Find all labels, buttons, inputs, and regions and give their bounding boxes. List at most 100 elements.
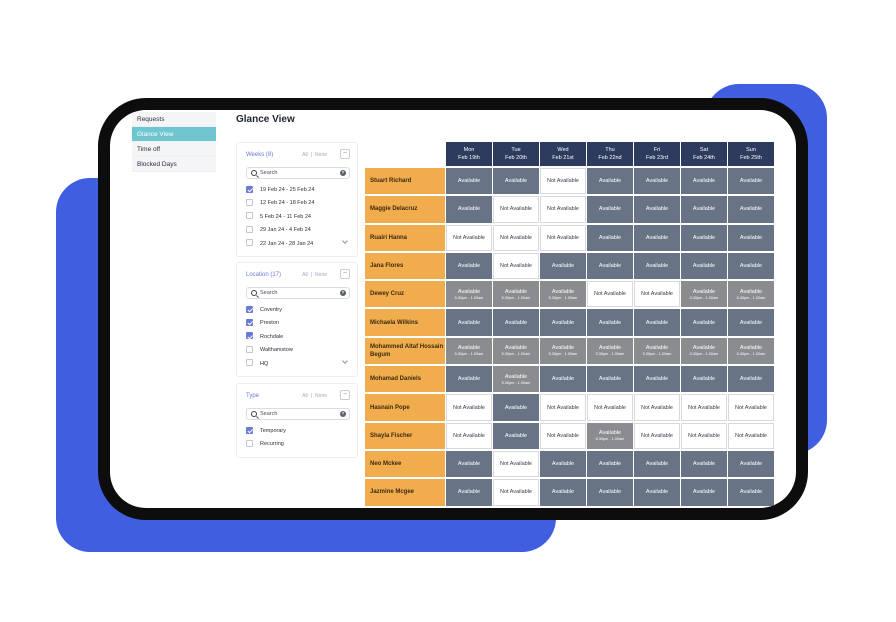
filter-option[interactable]: HQ [246,357,357,370]
availability-cell-available[interactable]: Available [728,450,774,478]
availability-cell-not-available[interactable]: Not Available [728,394,774,421]
availability-cell-available[interactable]: Available [587,309,633,336]
availability-cell-available[interactable]: Available [634,252,680,280]
availability-cell-available[interactable]: Available [681,450,727,478]
availability-cell-available[interactable]: Available [681,168,727,195]
availability-cell-not-available[interactable]: Not Available [540,196,586,223]
checkbox[interactable] [246,345,253,353]
sidebar-item-glance-view[interactable]: Glance View [132,127,216,142]
availability-cell-available[interactable]: Available [728,196,774,223]
availability-cell-not-available[interactable]: Not Available [446,422,492,449]
select-all-link[interactable]: All [302,272,308,278]
availability-cell-available[interactable]: Available [446,366,492,393]
availability-cell-available[interactable]: Available [446,479,492,506]
availability-cell-with-shift[interactable]: Available 5.30pm - 1.00am [634,337,680,365]
filter-option[interactable]: 29 Jan 24 - 4 Feb 24 [246,223,357,236]
employee-name[interactable]: Maggie Delacruz [365,196,445,223]
availability-cell-not-available[interactable]: Not Available [728,422,774,449]
availability-cell-available[interactable]: Available [587,196,633,223]
availability-cell-available[interactable]: Available [493,422,539,449]
availability-cell-available[interactable]: Available [634,224,680,251]
filter-option[interactable]: Rochdale [246,330,357,343]
select-none-link[interactable]: None [315,272,327,278]
filter-option[interactable]: 12 Feb 24 - 18 Feb 24 [246,196,357,209]
select-none-link[interactable]: None [315,152,327,158]
availability-cell-with-shift[interactable]: Available 5.30pm - 1.00am [728,337,774,365]
availability-cell-available[interactable]: Available [446,168,492,195]
availability-cell-available[interactable]: Available [681,224,727,251]
availability-cell-available[interactable]: Available [681,479,727,506]
availability-cell-available[interactable]: Available [587,366,633,393]
employee-name[interactable]: Neo Mckee [365,450,445,478]
checkbox[interactable] [246,439,253,447]
availability-cell-not-available[interactable]: Not Available [493,224,539,251]
filter-option[interactable]: Temporary [246,424,357,437]
availability-cell-available[interactable]: Available [587,479,633,506]
availability-cell-not-available[interactable]: Not Available [587,394,633,421]
clear-search-icon[interactable]: × [340,411,346,417]
availability-cell-not-available[interactable]: Not Available [446,394,492,421]
checkbox[interactable] [246,426,253,434]
checkbox[interactable] [246,212,253,220]
availability-cell-available[interactable]: Available [728,309,774,336]
filter-search-input[interactable] [260,409,340,419]
checkbox[interactable] [246,305,253,313]
filter-search-input[interactable] [260,288,340,298]
availability-cell-available[interactable]: Available [728,366,774,393]
availability-cell-available[interactable]: Available [540,309,586,336]
select-all-link[interactable]: All [302,393,308,399]
employee-name[interactable]: Dewey Cruz [365,281,445,308]
employee-name[interactable]: Shayla Fischer [365,422,445,449]
chevron-down-icon[interactable] [342,237,348,244]
availability-cell-not-available[interactable]: Not Available [587,281,633,308]
employee-name[interactable]: Hasnain Pope [365,394,445,421]
availability-cell-not-available[interactable]: Not Available [634,394,680,421]
filter-option[interactable]: Walthamstow [246,343,357,356]
availability-cell-with-shift[interactable]: Available 5.30pm - 1.00am [728,281,774,308]
availability-cell-available[interactable]: Available [493,394,539,421]
availability-cell-available[interactable]: Available [540,252,586,280]
availability-cell-available[interactable]: Available [587,224,633,251]
filter-option[interactable]: Preston [246,316,357,329]
availability-cell-available[interactable]: Available [681,196,727,223]
availability-cell-available[interactable]: Available [540,450,586,478]
availability-cell-available[interactable]: Available [681,309,727,336]
availability-cell-not-available[interactable]: Not Available [634,422,680,449]
availability-cell-available[interactable]: Available [634,450,680,478]
collapse-button[interactable]: − [340,269,350,279]
availability-cell-not-available[interactable]: Not Available [493,196,539,223]
availability-cell-available[interactable]: Available [728,479,774,506]
filter-search-box[interactable]: × [246,167,350,179]
availability-cell-not-available[interactable]: Not Available [493,252,539,280]
chevron-down-icon[interactable] [342,357,348,364]
checkbox[interactable] [246,185,253,193]
checkbox[interactable] [246,239,253,247]
availability-cell-not-available[interactable]: Not Available [493,450,539,478]
availability-cell-available[interactable]: Available [587,252,633,280]
select-all-link[interactable]: All [302,152,308,158]
employee-name[interactable]: Mohammed Altaf Hossain Begum [365,337,445,365]
availability-cell-available[interactable]: Available [587,450,633,478]
availability-cell-available[interactable]: Available [681,252,727,280]
availability-cell-with-shift[interactable]: Available 5.30pm - 1.00am [587,422,633,449]
availability-cell-with-shift[interactable]: Available 5.30pm - 1.00am [540,337,586,365]
employee-name[interactable]: Ruairi Hanna [365,224,445,251]
availability-cell-with-shift[interactable]: Available 5.30pm - 1.00am [681,337,727,365]
availability-cell-with-shift[interactable]: Available 5.30pm - 1.00am [446,337,492,365]
availability-cell-available[interactable]: Available [540,366,586,393]
availability-cell-available[interactable]: Available [493,168,539,195]
checkbox[interactable] [246,332,253,340]
availability-cell-with-shift[interactable]: Available 5.30pm - 1.00am [493,281,539,308]
availability-cell-available[interactable]: Available [493,309,539,336]
availability-cell-available[interactable]: Available [446,252,492,280]
availability-cell-not-available[interactable]: Not Available [540,224,586,251]
availability-cell-available[interactable]: Available [728,252,774,280]
availability-cell-available[interactable]: Available [728,224,774,251]
availability-cell-available[interactable]: Available [587,168,633,195]
availability-cell-available[interactable]: Available [446,450,492,478]
availability-cell-available[interactable]: Available [634,479,680,506]
availability-cell-available[interactable]: Available [446,309,492,336]
clear-search-icon[interactable]: × [340,170,346,176]
availability-cell-not-available[interactable]: Not Available [540,422,586,449]
clear-search-icon[interactable]: × [340,290,346,296]
